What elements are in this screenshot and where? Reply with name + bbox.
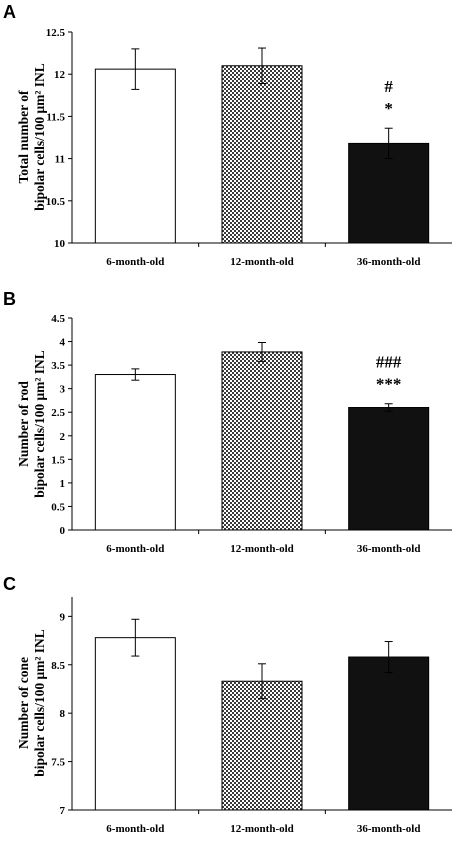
y-tick-label-b: 3.5 <box>51 360 65 372</box>
bar-b-12-month-old <box>221 351 303 531</box>
y-tick-label-a: 11 <box>55 154 65 166</box>
y-tick-label-c: 8.5 <box>51 660 65 672</box>
significance-mark-b: ### <box>376 353 402 372</box>
y-axis-label-b-line1: Number of rod <box>16 381 31 467</box>
x-category-label-b: 6-month-old <box>106 543 164 555</box>
y-axis-label-c-line1: Number of cone <box>16 657 31 749</box>
panel-letter-c: C <box>3 574 16 594</box>
y-tick-label-c: 8 <box>60 708 66 720</box>
panel-c: C Number of cone bipolar cells/100 μm² I… <box>3 574 452 835</box>
x-category-label-a: 36-month-old <box>357 256 421 268</box>
bar-c-12-month-old <box>221 680 303 811</box>
x-category-label-a: 6-month-old <box>106 256 164 268</box>
x-category-label-c: 36-month-old <box>357 823 421 835</box>
significance-mark-a: # <box>384 77 393 96</box>
x-category-label-c: 6-month-old <box>106 823 164 835</box>
y-tick-label-a: 12.5 <box>46 27 66 39</box>
y-tick-label-c: 9 <box>60 611 66 623</box>
x-category-label-a: 12-month-old <box>230 256 294 268</box>
x-category-label-b: 12-month-old <box>230 543 294 555</box>
significance-mark-a: * <box>384 99 393 118</box>
bar-c-36-month-old <box>348 656 430 811</box>
y-tick-label-b: 1 <box>60 478 66 490</box>
y-axis-label-a-line2: bipolar cells/100 μm² INL <box>32 63 47 211</box>
y-axis-label-a-line1: Total number of <box>16 90 31 184</box>
y-axis-label-b-line2: bipolar cells/100 μm² INL <box>32 350 47 498</box>
y-tick-label-b: 0.5 <box>51 501 65 513</box>
panel-letter-b: B <box>3 289 16 309</box>
y-axis-label-c-line2: bipolar cells/100 μm² INL <box>32 629 47 777</box>
bar-a-36-month-old <box>348 142 430 244</box>
panel-b: B Number of rod bipolar cells/100 μm² IN… <box>3 289 452 555</box>
y-axis-label-b: Number of rod bipolar cells/100 μm² INL <box>16 350 47 498</box>
y-tick-label-b: 2 <box>60 431 66 443</box>
y-tick-label-c: 7.5 <box>51 757 65 769</box>
plot-area-c: 7 7.5 8 8.5 9 6-month-old 12-month-old 36-month… <box>51 597 452 835</box>
y-tick-label-b: 4 <box>60 337 66 349</box>
significance-mark-b: *** <box>376 375 402 394</box>
x-category-label-b: 36-month-old <box>357 543 421 555</box>
y-axis-label-c: Number of cone bipolar cells/100 μm² INL <box>16 629 47 777</box>
y-tick-label-b: 0 <box>60 525 66 537</box>
y-tick-label-b: 3 <box>60 384 66 396</box>
y-tick-label-c: 7 <box>60 805 66 817</box>
bar-b-36-month-old <box>348 407 430 531</box>
bar-b-6-month-old <box>94 374 176 531</box>
panel-a: A Total number of bipolar cells/100 μm² … <box>3 2 452 268</box>
bar-a-6-month-old <box>94 68 176 244</box>
bar-a-12-month-old <box>221 65 303 244</box>
y-tick-label-b: 1.5 <box>51 454 65 466</box>
y-tick-label-a: 11.5 <box>46 111 65 123</box>
x-category-label-c: 12-month-old <box>230 823 294 835</box>
bar-c-6-month-old <box>94 637 176 811</box>
y-tick-label-a: 10 <box>54 238 66 250</box>
plot-area-a: 10 10.5 11 11.5 12 12.5 6-month-old 12-month-ol… <box>46 27 452 268</box>
y-tick-label-a: 12 <box>54 69 66 81</box>
y-tick-label-a: 10.5 <box>46 196 66 208</box>
y-tick-label-b: 2.5 <box>51 407 65 419</box>
y-axis-label-a: Total number of bipolar cells/100 μm² IN… <box>16 63 47 211</box>
y-tick-label-b: 4.5 <box>51 313 65 325</box>
panel-letter-a: A <box>3 2 16 22</box>
plot-area-b: 0 0.5 1 1.5 2 2.5 3 3.5 4 4.5 6-month-old 12-month-… <box>51 313 452 555</box>
